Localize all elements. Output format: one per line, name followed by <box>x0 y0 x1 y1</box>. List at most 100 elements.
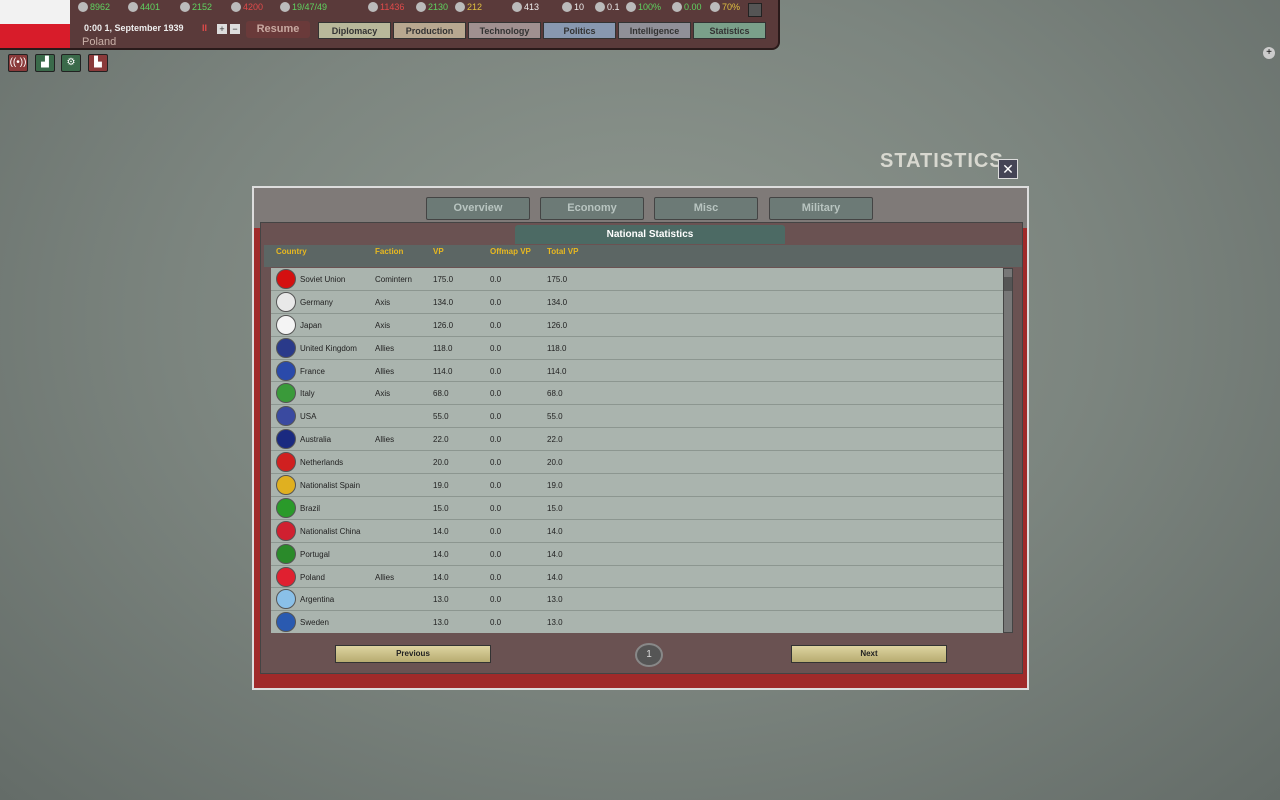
flag-icon <box>276 520 296 541</box>
flag-icon <box>276 452 296 473</box>
nav-production[interactable]: Production <box>393 22 466 39</box>
resource-value: 70% <box>722 2 741 12</box>
production-button[interactable]: ▙ <box>88 54 108 72</box>
tab-misc[interactable]: Misc <box>654 197 758 220</box>
resume-button[interactable]: Resume <box>246 21 310 38</box>
cell-vp: 20.0 <box>433 458 449 468</box>
next-button[interactable]: Next <box>791 645 947 663</box>
table-row[interactable]: France Allies 114.0 0.0 114.0 <box>271 359 1006 383</box>
column-vp[interactable]: VP <box>433 247 444 256</box>
resource-value: 11436 <box>380 2 405 12</box>
resource-national-unity: 100% <box>626 2 661 12</box>
national-unity-icon <box>626 2 636 12</box>
cell-offmap-vp: 0.0 <box>490 343 502 353</box>
table-row[interactable]: USA 55.0 0.0 55.0 <box>271 405 1006 429</box>
table-row[interactable]: Brazil 15.0 0.0 15.0 <box>271 496 1006 520</box>
flag-icon <box>276 314 296 335</box>
resource-value: 212 <box>467 2 483 12</box>
flag-icon <box>276 429 296 450</box>
table-row[interactable]: Sweden 13.0 0.0 13.0 <box>271 611 1006 633</box>
cell-country: USA <box>300 412 317 422</box>
table-row[interactable]: Italy Axis 68.0 0.0 68.0 <box>271 382 1006 406</box>
table-row[interactable]: Nationalist China 14.0 0.0 14.0 <box>271 519 1006 543</box>
page-number: 1 <box>635 643 663 667</box>
table-row[interactable]: Australia Allies 22.0 0.0 22.0 <box>271 428 1006 452</box>
cell-country: Argentina <box>300 595 335 605</box>
resource-value: 10 <box>574 2 585 12</box>
cell-country: Poland <box>300 572 325 582</box>
settings-button[interactable]: ⚙ <box>61 54 81 72</box>
resource-manpower: 413 <box>512 2 539 12</box>
table-row[interactable]: Nationalist Spain 19.0 0.0 19.0 <box>271 474 1006 497</box>
cell-total-vp: 22.0 <box>547 435 563 445</box>
cell-offmap-vp: 0.0 <box>490 412 502 422</box>
cell-total-vp: 13.0 <box>547 618 563 628</box>
cell-vp: 55.0 <box>433 412 449 422</box>
flag-icon <box>276 475 296 496</box>
column-faction[interactable]: Faction <box>375 247 404 256</box>
cell-offmap-vp: 0.0 <box>490 503 502 513</box>
cell-vp: 134.0 <box>433 297 454 307</box>
table-row[interactable]: Soviet Union Comintern 175.0 0.0 175.0 <box>271 268 1006 291</box>
resource-fuel: 2130 <box>416 2 448 12</box>
cell-vp: 13.0 <box>433 618 449 628</box>
cell-offmap-vp: 0.0 <box>490 618 502 628</box>
nav-politics[interactable]: Politics <box>543 22 616 39</box>
nav-technology[interactable]: Technology <box>468 22 541 39</box>
resource-value: 8962 <box>90 2 111 12</box>
table-row[interactable]: Argentina 13.0 0.0 13.0 <box>271 588 1006 612</box>
column-offmap-vp[interactable]: Offmap VP <box>490 247 531 256</box>
alerts-button[interactable]: ((•)) <box>8 54 28 72</box>
fuel-icon <box>416 2 426 12</box>
cell-vp: 14.0 <box>433 526 449 536</box>
subtab-national-statistics[interactable]: National Statistics <box>515 225 785 244</box>
column-country[interactable]: Country <box>276 247 307 256</box>
table-row[interactable]: Germany Axis 134.0 0.0 134.0 <box>271 290 1006 314</box>
nav-intelligence[interactable]: Intelligence <box>618 22 691 39</box>
build-button[interactable]: ▟ <box>35 54 55 72</box>
country-flag[interactable] <box>0 0 70 48</box>
menu-button[interactable] <box>748 3 762 17</box>
manpower-icon <box>512 2 522 12</box>
pause-icon[interactable]: II <box>202 23 208 33</box>
resource-spies: 0.1 <box>595 2 620 12</box>
flag-icon <box>276 543 296 564</box>
cell-vp: 126.0 <box>433 320 454 330</box>
cell-country: France <box>300 366 325 376</box>
flag-icon <box>276 269 296 289</box>
close-button[interactable]: ✕ <box>998 159 1018 179</box>
cell-vp: 175.0 <box>433 275 454 284</box>
resource-value: 2152 <box>192 2 213 12</box>
cell-offmap-vp: 0.0 <box>490 458 502 468</box>
cell-offmap-vp: 0.0 <box>490 275 502 284</box>
cell-total-vp: 175.0 <box>547 275 568 284</box>
cell-country: Brazil <box>300 503 321 513</box>
speed-up-button[interactable]: + <box>217 24 227 34</box>
cell-country: Sweden <box>300 618 329 628</box>
cell-country: Japan <box>300 320 322 330</box>
cell-vp: 13.0 <box>433 595 449 605</box>
resource-rare-materials: 2152 <box>180 2 212 12</box>
resource-ic: 19/47/49 <box>280 2 327 12</box>
previous-button[interactable]: Previous <box>335 645 491 663</box>
cell-total-vp: 134.0 <box>547 297 568 307</box>
table-row[interactable]: United Kingdom Allies 118.0 0.0 118.0 <box>271 336 1006 360</box>
nav-diplomacy[interactable]: Diplomacy <box>318 22 391 39</box>
scrollbar[interactable] <box>1003 268 1013 633</box>
cell-total-vp: 15.0 <box>547 503 563 513</box>
table-row[interactable]: Japan Axis 126.0 0.0 126.0 <box>271 313 1006 337</box>
speed-down-button[interactable]: − <box>230 24 240 34</box>
table-row[interactable]: Poland Allies 14.0 0.0 14.0 <box>271 565 1006 589</box>
tab-overview[interactable]: Overview <box>426 197 530 220</box>
nav-statistics[interactable]: Statistics <box>693 22 766 39</box>
metal-icon <box>128 2 138 12</box>
cell-faction: Allies <box>375 572 395 582</box>
scroll-thumb[interactable] <box>1004 277 1012 291</box>
tab-economy[interactable]: Economy <box>540 197 644 220</box>
table-row[interactable]: Netherlands 20.0 0.0 20.0 <box>271 451 1006 475</box>
table-row[interactable]: Portugal 14.0 0.0 14.0 <box>271 542 1006 566</box>
cell-country: Nationalist Spain <box>300 481 361 491</box>
column-total-vp[interactable]: Total VP <box>547 247 579 256</box>
tab-military[interactable]: Military <box>769 197 873 220</box>
zoom-in-icon[interactable]: + <box>1263 47 1275 59</box>
